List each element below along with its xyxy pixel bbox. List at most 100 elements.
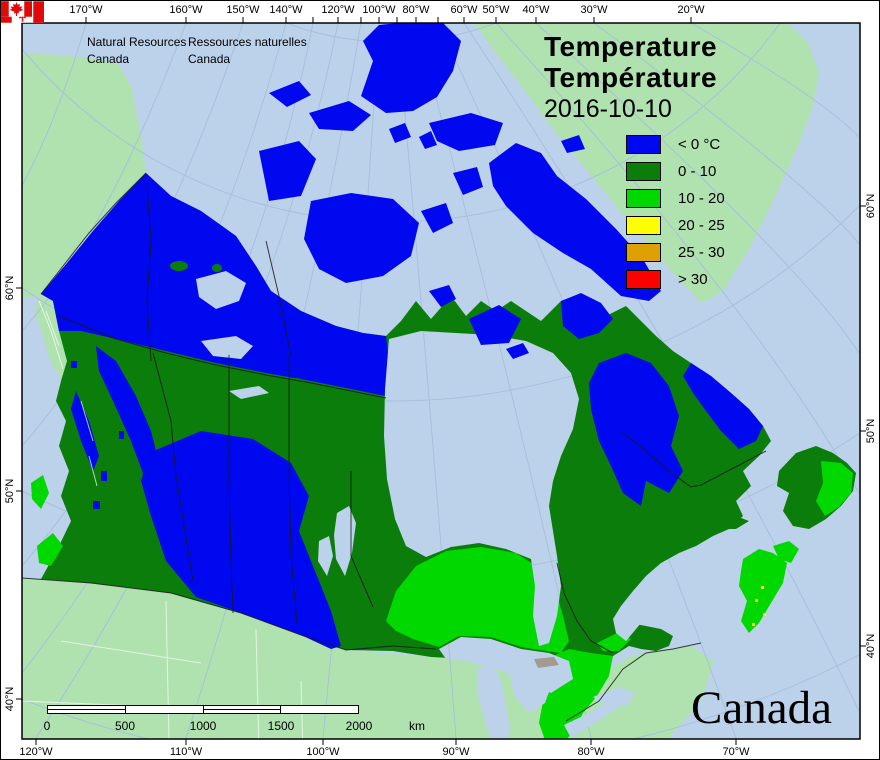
lake-winnipegosis bbox=[318, 536, 333, 576]
legend-label: > 30 bbox=[678, 270, 708, 288]
cape-breton bbox=[773, 541, 799, 563]
ungava-cold-tip bbox=[561, 293, 613, 339]
usa-landmass bbox=[22, 578, 714, 739]
arctic-islands bbox=[259, 23, 661, 359]
anticosti-island bbox=[713, 516, 749, 529]
top-axis-label: 50°W bbox=[482, 4, 510, 16]
nodata-patch bbox=[534, 657, 559, 668]
ellesmere-island bbox=[361, 23, 461, 113]
bottom-axis-label: 120°W bbox=[19, 746, 53, 758]
logo-en-line2: Canada bbox=[87, 52, 130, 66]
legend-row: 20 - 25 bbox=[626, 215, 725, 235]
bottom-axis-label: 100°W bbox=[306, 746, 340, 758]
nova-scotia-mild bbox=[739, 541, 799, 633]
logo-en-line1: Natural Resources bbox=[87, 35, 187, 49]
top-axis-label: 20°W bbox=[677, 4, 705, 16]
banks-island bbox=[259, 141, 316, 201]
coast-range-cold-strip bbox=[71, 391, 99, 471]
prairie-cold-lobe bbox=[141, 431, 341, 649]
lake-michigan bbox=[477, 663, 510, 739]
victoria-island bbox=[304, 193, 419, 283]
rockies-cold-strip bbox=[96, 346, 169, 516]
political-borders bbox=[22, 172, 767, 722]
legend-swatch-0-10 bbox=[626, 161, 661, 181]
logo-fr-line1: Ressources naturelles bbox=[188, 35, 307, 49]
legend-row: < 0 °C bbox=[626, 134, 725, 154]
logo-fr-line2: Canada bbox=[188, 52, 231, 66]
legend-row: > 30 bbox=[626, 269, 725, 289]
top-axis-label: 80°W bbox=[402, 4, 430, 16]
haida-gwaii-mild bbox=[31, 475, 49, 509]
top-axis-label: 140°W bbox=[269, 4, 303, 16]
bc-alberta-border bbox=[152, 352, 194, 582]
manitoba-ontario-border bbox=[350, 471, 374, 608]
scale-bar-tick-label: 0 bbox=[43, 719, 51, 733]
great-bear-lake bbox=[196, 271, 246, 309]
map-frame bbox=[21, 22, 861, 740]
scale-bar-tick-label: 1500 bbox=[267, 719, 295, 733]
right-axis-label: 40°N bbox=[865, 633, 877, 659]
legend-label: 10 - 20 bbox=[678, 189, 725, 207]
lake-athabasca bbox=[229, 386, 269, 399]
us-border-west bbox=[22, 577, 437, 651]
bylot-island bbox=[561, 135, 585, 153]
logo-text-fr: Ressources naturelles Canada bbox=[188, 34, 307, 68]
prince-edward-island bbox=[747, 563, 775, 573]
lake-ontario bbox=[593, 687, 635, 705]
lake-erie bbox=[564, 699, 619, 738]
lake-huron bbox=[510, 655, 553, 713]
vancouver-island-mild bbox=[37, 533, 63, 566]
top-axis-label: 160°W bbox=[169, 4, 203, 16]
alberta-sask-border bbox=[228, 355, 234, 614]
legend-swatch-above-30 bbox=[626, 269, 661, 289]
top-axis-label: 150°W bbox=[226, 4, 260, 16]
superior-mild-dome bbox=[386, 547, 569, 653]
devon-island bbox=[429, 113, 503, 151]
scale-bar-segment bbox=[203, 706, 282, 713]
right-axis-label: 50°N bbox=[865, 418, 877, 444]
top-axis-label: 60°W bbox=[450, 4, 478, 16]
alaska-landmass bbox=[22, 53, 146, 298]
bottom-axis-label: 70°W bbox=[722, 746, 750, 758]
top-axis-label: 30°W bbox=[580, 4, 608, 16]
legend-row: 10 - 20 bbox=[626, 188, 725, 208]
map-title: Temperature Température 2016-10-10 bbox=[544, 31, 717, 124]
top-axis-label: 100°W bbox=[362, 4, 396, 16]
wordmark-flag-icon bbox=[1, 1, 32, 17]
right-axis-ticks bbox=[860, 205, 866, 647]
legend-label: 25 - 30 bbox=[678, 243, 725, 261]
top-axis-label: 40°W bbox=[522, 4, 550, 16]
legend-row: 25 - 30 bbox=[626, 242, 725, 262]
left-axis-label: 50°N bbox=[4, 478, 16, 504]
warm-spots-20-25 bbox=[752, 586, 766, 626]
prince-of-wales-island bbox=[421, 203, 453, 233]
title-french: Température bbox=[544, 62, 718, 93]
top-axis-label: 120°W bbox=[321, 4, 355, 16]
king-william-island bbox=[429, 285, 456, 307]
bottom-axis-label: 80°W bbox=[577, 746, 605, 758]
left-axis-label: 40°N bbox=[4, 686, 16, 712]
us-border-east bbox=[565, 642, 702, 722]
southampton-island bbox=[469, 305, 521, 345]
legend-label: 20 - 25 bbox=[678, 216, 725, 234]
title-english: Temperature bbox=[544, 31, 718, 62]
legend-row: 0 - 10 bbox=[626, 161, 725, 181]
top-axis-ticks bbox=[85, 17, 692, 23]
canada-wordmark: Canada bbox=[691, 682, 832, 734]
state-lines bbox=[22, 600, 304, 739]
somerset-island bbox=[453, 167, 483, 195]
legend-swatch-10-20 bbox=[626, 188, 661, 208]
cornwallis-island bbox=[419, 131, 437, 149]
legend-label: 0 - 10 bbox=[678, 162, 717, 180]
scale-bar-tick-label: 500 bbox=[114, 719, 136, 733]
coats-island bbox=[506, 343, 529, 359]
fjord-texture bbox=[38, 300, 98, 487]
labrador-coast-cold bbox=[683, 363, 763, 449]
st-lawrence-gulf bbox=[613, 533, 831, 641]
legend-label: < 0 °C bbox=[678, 135, 721, 153]
melville-island bbox=[309, 101, 371, 131]
quebec-cold-blob bbox=[589, 353, 683, 506]
territorial-border-60n bbox=[58, 315, 387, 399]
inland-waters bbox=[196, 271, 831, 739]
scale-bar-segments bbox=[47, 705, 359, 714]
